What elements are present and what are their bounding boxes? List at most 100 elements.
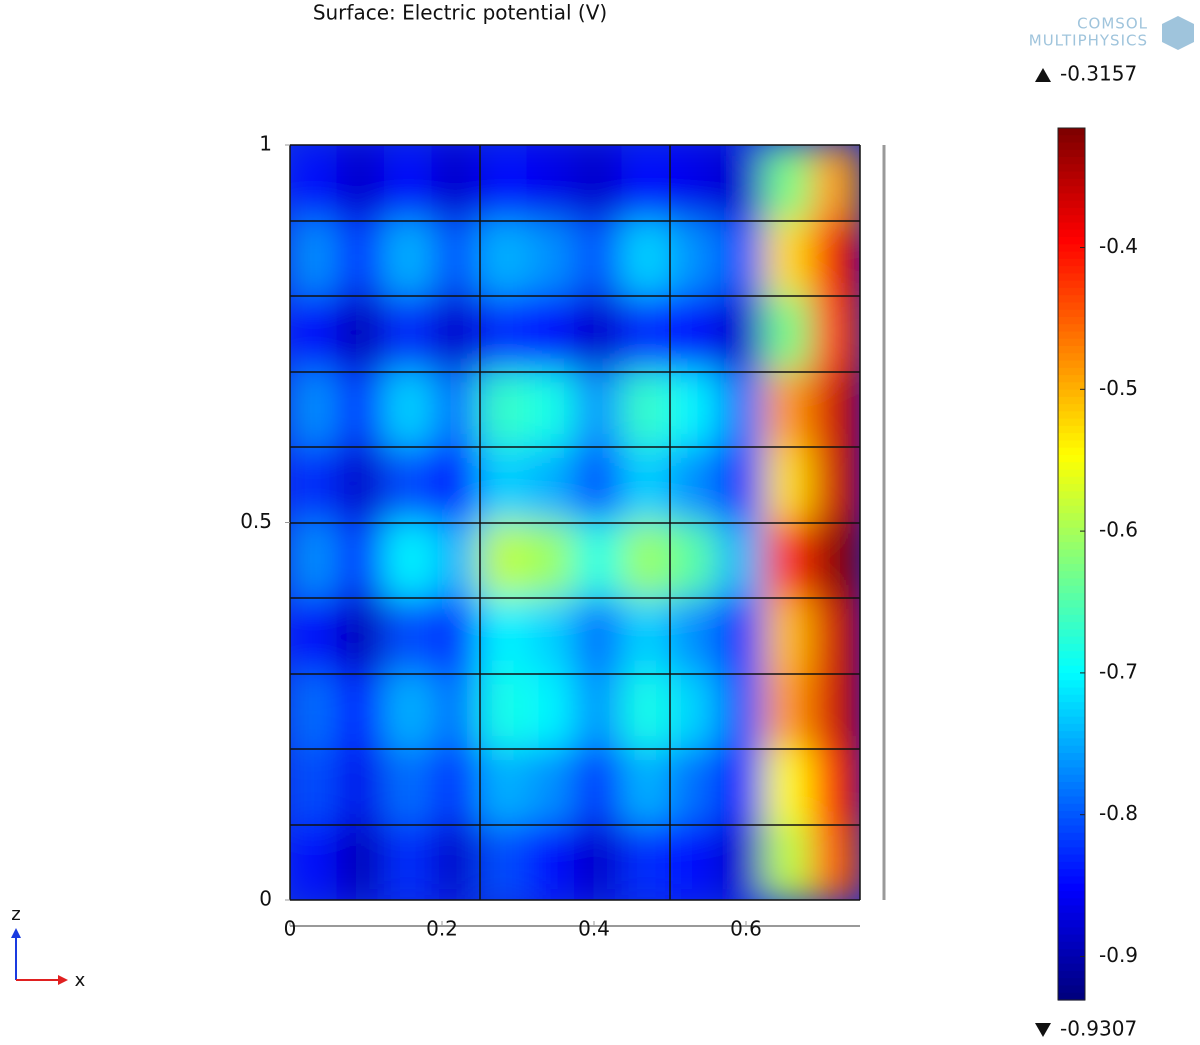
surface-cell [290,748,339,826]
colorbar-tick-label: -0.9 [1099,943,1138,967]
surface-cell [764,219,814,297]
surface-cell [764,370,814,448]
surface-cell [290,370,339,448]
surface-cell [764,823,814,900]
surface [290,145,860,900]
colorbar-tick-label: -0.5 [1099,376,1138,400]
colorbar-band [1058,542,1085,551]
surface-cell [336,370,386,448]
surface-cell [336,521,386,599]
surface-cell [621,446,671,524]
surface-cell [621,823,671,900]
colorbar-band [1058,433,1085,442]
colorbar-band [1058,266,1085,274]
colorbar-band [1058,346,1085,354]
colorbar-tick-label: -0.7 [1099,659,1138,683]
x-tick-label: 0.6 [730,917,762,941]
surface-cell [574,823,624,900]
colorbar-band [1058,985,1085,994]
colorbar-band [1058,673,1085,681]
colorbar-band [1058,491,1085,500]
surface-cell [811,597,860,675]
colorbar-band [1058,818,1085,827]
colorbar-band [1058,440,1085,449]
colorbar-band [1058,135,1085,144]
x-tick-label: 0.4 [578,917,610,941]
colorbar-band [1058,549,1085,558]
surface-cell [574,597,624,675]
y-tick-label: 1 [259,132,272,156]
colorbar-tick-label: -0.8 [1099,801,1138,825]
colorbar-band [1058,905,1085,914]
colorbar-band [1058,963,1085,972]
surface-cell [479,748,529,826]
surface-cell [526,295,576,373]
colorbar-frame [1057,127,1086,1001]
chart-title: Surface: Electric potential (V) [313,1,607,25]
colorbar-band [1058,629,1085,638]
colorbar-band [1058,709,1085,718]
surface-cell [621,748,671,826]
colorbar-band [1058,404,1085,412]
y-tick-label: 0 [259,887,272,911]
surface-cell [669,597,719,675]
colorbar-band [1058,861,1085,870]
colorbar-band [1058,651,1085,660]
surface-cell [290,219,339,297]
surface-cell [336,823,386,900]
colorbar-band [1058,382,1085,391]
surface-cell [336,219,386,297]
colorbar-band [1058,527,1085,536]
colorbar-band [1058,927,1085,936]
colorbar-band [1058,702,1085,710]
surface-cell [811,823,860,900]
colorbar-band [1058,513,1085,521]
colorbar-band [1058,520,1085,529]
colorbar-band [1058,571,1085,580]
colorbar-band [1058,316,1085,325]
surface-cell [764,748,814,826]
colorbar-band [1058,309,1085,318]
surface-cell [574,295,624,373]
colorbar-band [1058,338,1085,347]
surface-cell [479,295,529,373]
colorbar-band [1058,767,1085,776]
surface-cell [716,295,766,373]
colorbar-band [1058,949,1085,957]
surface-cell [431,521,481,599]
surface-cell [336,597,386,675]
surface-cell [336,145,386,222]
colorbar-band [1058,564,1085,572]
colorbar-band [1058,622,1085,630]
surface-cell [764,597,814,675]
mesh [289,144,861,901]
surface-cell [764,521,814,599]
colorbar-band [1058,200,1085,209]
surface-cell [384,521,434,599]
colorbar-band [1058,186,1085,194]
surface-cell [669,672,719,750]
surface-cell [811,672,860,750]
logo-icon [1162,16,1194,50]
colorbar-band [1058,258,1085,267]
colorbar-band [1058,505,1085,514]
surface-cell [526,370,576,448]
colorbar-band [1058,898,1085,907]
colorbar-band [1058,854,1085,863]
surface-cell [336,446,386,524]
surface-cell [621,295,671,373]
triad-label: x [75,970,86,991]
colorbar-band [1058,738,1085,747]
surface-cell [431,446,481,524]
surface-cell [621,672,671,750]
colorbar-band [1058,178,1085,187]
surface-cell [621,597,671,675]
surface-cell [811,748,860,826]
surface-cell [431,219,481,297]
surface-cell [764,672,814,750]
surface-cell [764,145,814,222]
colorbar-min: -0.9307 [1060,1017,1137,1041]
colorbar-band [1058,978,1085,987]
surface-cell [384,370,434,448]
